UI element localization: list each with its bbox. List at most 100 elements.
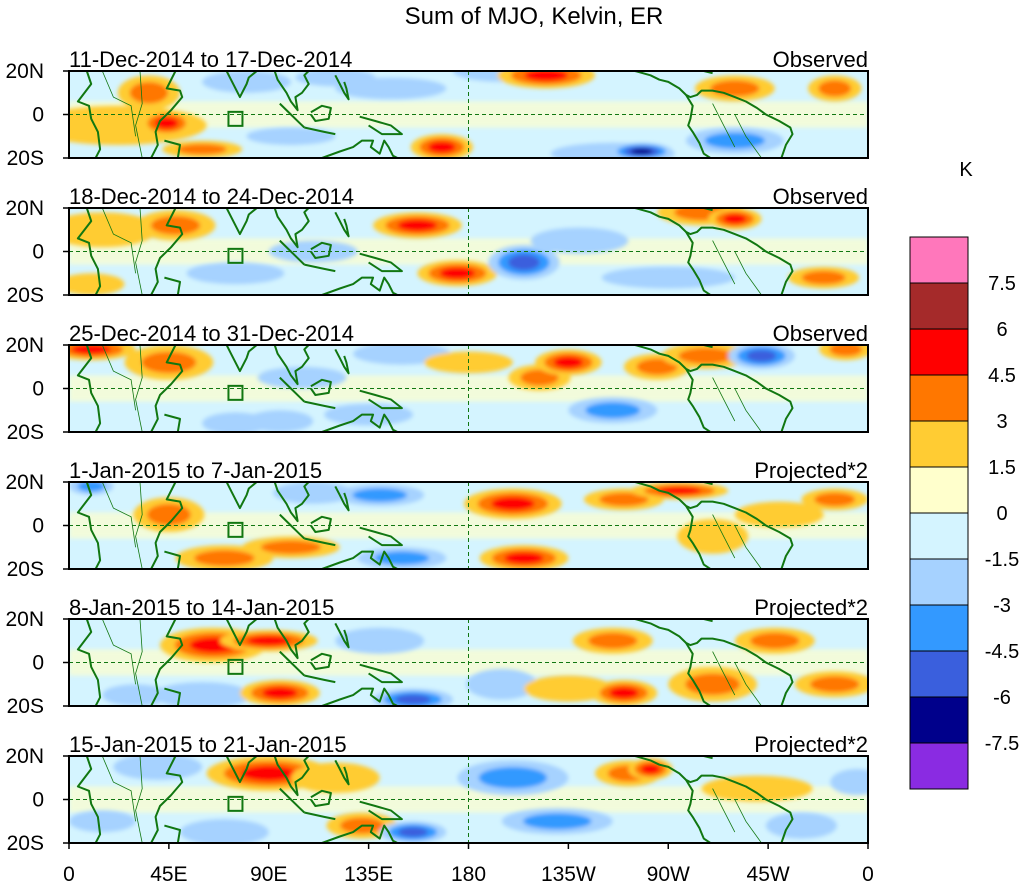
colorbar-label: 7.5 bbox=[988, 273, 1016, 295]
country-border bbox=[712, 788, 736, 833]
lat-tick-label: 0 bbox=[32, 378, 44, 401]
warm-anomaly-contour bbox=[129, 82, 169, 104]
warm-anomaly-contour bbox=[262, 687, 298, 699]
coastline bbox=[685, 368, 711, 432]
coastline bbox=[321, 687, 398, 706]
lat-tick-label: 20N bbox=[5, 608, 44, 631]
lat-tick-label: 20S bbox=[7, 558, 44, 581]
colorbar-label: 1.5 bbox=[988, 457, 1016, 479]
map-panel: 20N 0 20S 25-Dec-2014 to 31-Dec-2014 Observe… bbox=[5, 321, 869, 444]
coastline bbox=[321, 276, 398, 295]
coastline bbox=[150, 208, 184, 295]
coastline bbox=[359, 252, 403, 273]
country-border bbox=[712, 514, 736, 559]
lon-tick-label: 180 bbox=[451, 863, 486, 886]
lat-tick-label: 20N bbox=[5, 60, 44, 83]
coastline bbox=[150, 756, 184, 843]
colorbar-swatch bbox=[909, 512, 969, 560]
colorbar-swatch bbox=[909, 236, 969, 284]
cool-anomaly-contour bbox=[246, 410, 314, 432]
coastline bbox=[279, 102, 305, 129]
lat-tick-label: 20N bbox=[5, 197, 44, 220]
coastline bbox=[321, 139, 398, 158]
coastline bbox=[76, 756, 102, 843]
cool-anomaly-contour bbox=[398, 827, 428, 837]
country-border bbox=[712, 377, 736, 422]
coastline bbox=[195, 208, 311, 249]
country-border bbox=[135, 71, 143, 158]
reference-box bbox=[227, 247, 244, 264]
warm-anomaly-contour bbox=[241, 765, 297, 782]
panel-type: Observed bbox=[773, 184, 868, 209]
colorbar-swatch bbox=[909, 420, 969, 468]
cool-anomaly-contour bbox=[69, 810, 136, 833]
warm-anomaly-contour bbox=[750, 632, 800, 649]
cool-anomaly-contour bbox=[508, 254, 540, 271]
coastline bbox=[310, 241, 332, 259]
warm-anomaly-contour bbox=[69, 273, 125, 295]
lat-tick-label: 20S bbox=[7, 695, 44, 718]
warm-anomaly-contour bbox=[428, 141, 456, 153]
lat-tick-label: 20N bbox=[5, 334, 44, 357]
coastline bbox=[359, 526, 403, 547]
warm-anomaly-contour bbox=[177, 143, 227, 155]
country-border bbox=[712, 103, 736, 148]
warm-anomaly-contour bbox=[504, 552, 544, 564]
country-border bbox=[135, 345, 143, 432]
coastline bbox=[310, 378, 332, 396]
panel-date-range: 8-Jan-2015 to 14-Jan-2015 bbox=[69, 595, 334, 620]
panel-type: Observed bbox=[773, 47, 868, 72]
panel-type: Projected*2 bbox=[754, 458, 868, 483]
lon-tick-label: 135W bbox=[541, 863, 596, 886]
cool-anomaly-contour bbox=[335, 627, 425, 654]
map-panel: 20N 0 20S 11-Dec-2014 to 17-Dec-2014 Observe… bbox=[5, 47, 869, 170]
cool-anomaly-contour bbox=[530, 227, 629, 254]
country-border bbox=[101, 756, 136, 822]
reference-box bbox=[227, 110, 244, 127]
warm-anomaly-contour bbox=[722, 214, 747, 224]
lat-tick-label: 20S bbox=[7, 421, 44, 444]
country-border bbox=[734, 662, 762, 706]
coastline bbox=[195, 756, 311, 797]
coastline bbox=[685, 94, 711, 158]
warm-anomaly-contour bbox=[678, 347, 734, 364]
warm-anomaly-contour bbox=[524, 71, 568, 82]
coastline bbox=[634, 71, 794, 158]
lat-tick-label: 20S bbox=[7, 284, 44, 307]
cool-anomaly-contour bbox=[102, 684, 169, 706]
warm-anomaly-contour bbox=[147, 503, 191, 526]
coastline bbox=[359, 389, 403, 410]
colorbar-swatch bbox=[909, 604, 969, 652]
colorbar-swatch bbox=[909, 650, 969, 698]
coastline bbox=[334, 74, 350, 101]
coastline bbox=[634, 756, 794, 843]
colorbar-label: 3 bbox=[996, 411, 1007, 433]
reference-box bbox=[227, 384, 244, 401]
coastline bbox=[164, 276, 181, 295]
lon-tick-label: 45E bbox=[150, 863, 187, 886]
warm-anomaly-contour bbox=[685, 673, 740, 695]
warm-anomaly-contour bbox=[657, 486, 702, 495]
cool-anomaly-contour bbox=[630, 148, 653, 155]
coastline bbox=[304, 537, 336, 547]
coastline bbox=[195, 619, 311, 660]
coastline bbox=[76, 345, 102, 432]
coastline bbox=[685, 505, 711, 569]
coastline bbox=[164, 550, 181, 569]
country-border bbox=[734, 388, 762, 432]
warm-anomaly-contour bbox=[71, 345, 111, 355]
map-panels: 20N 0 20S 11-Dec-2014 to 17-Dec-2014 Observe… bbox=[5, 47, 869, 855]
warm-anomaly-contour bbox=[801, 270, 846, 285]
coastline bbox=[310, 515, 332, 533]
coastline bbox=[685, 231, 711, 295]
panel-date-range: 15-Jan-2015 to 21-Jan-2015 bbox=[69, 732, 347, 757]
country-border bbox=[135, 619, 143, 706]
lon-tick-label: 135E bbox=[344, 863, 393, 886]
coastline bbox=[634, 345, 794, 432]
warm-anomaly-contour bbox=[491, 496, 535, 511]
reference-box bbox=[227, 795, 244, 812]
colorbar: K 7.5 6 4.5 3 1.5 0 -1.5 -3 -4.5 -6 -7.5 bbox=[909, 159, 1019, 790]
lat-tick-label: 20S bbox=[7, 147, 44, 170]
colorbar-label: 6 bbox=[996, 319, 1007, 341]
